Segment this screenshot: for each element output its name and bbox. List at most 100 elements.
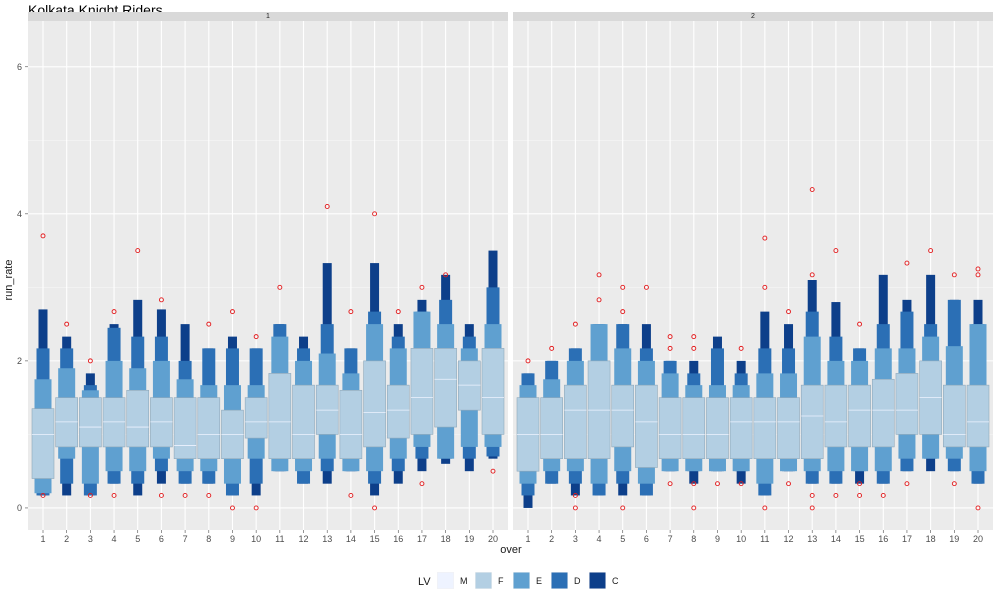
x-tick-label: 10 <box>251 534 261 544</box>
x-tick-label: 13 <box>807 534 817 544</box>
outlier-point <box>395 309 401 315</box>
lv-box-over-5 <box>611 284 635 511</box>
lv-box-over-13 <box>800 187 824 511</box>
outlier-point <box>324 204 330 209</box>
x-tick-label: 4 <box>597 534 602 544</box>
outlier-point <box>206 492 212 498</box>
lv-box-over-6 <box>150 297 173 498</box>
strip-bg <box>513 12 993 21</box>
outlier-point <box>975 266 981 272</box>
legend-item-F: F <box>475 572 504 589</box>
x-tick-label: 18 <box>441 534 451 544</box>
y-tick-label: 0 <box>17 503 22 513</box>
outlier-point <box>443 272 449 278</box>
outlier-point <box>975 272 981 278</box>
panel-1: 11 2 3 4 5 6 7 8 9 10 11 12 13 14 15 16 17 18 19 20 <box>28 12 508 544</box>
x-tick-label: 7 <box>183 534 188 544</box>
lv-box-F <box>79 397 102 448</box>
outlier-point <box>40 492 46 498</box>
outlier-point <box>253 334 259 340</box>
lv-box-over-3 <box>79 358 102 498</box>
x-tick-label: 17 <box>417 534 427 544</box>
outlier-point <box>182 492 188 498</box>
x-tick-label: 14 <box>346 534 356 544</box>
x-tick-label: 3 <box>573 534 578 544</box>
x-tick-label: 5 <box>135 534 140 544</box>
outlier-point <box>857 481 863 487</box>
strip-bg <box>28 12 508 21</box>
x-tick-label: 10 <box>736 534 746 544</box>
outlier-point <box>525 358 531 364</box>
x-tick-label: 19 <box>464 534 474 544</box>
lv-box-F <box>635 384 658 468</box>
lv-box-over-6 <box>635 284 658 496</box>
lv-box-over-16 <box>386 309 410 484</box>
y-tick-label: 4 <box>17 209 22 219</box>
outlier-point <box>572 505 578 511</box>
outlier-point <box>572 321 578 327</box>
outlier-point <box>372 211 378 217</box>
outlier-point <box>253 505 259 511</box>
lv-box-F <box>540 397 563 459</box>
x-tick-label: 18 <box>926 534 936 544</box>
lv-box-F <box>244 397 268 439</box>
outlier-point <box>277 284 283 290</box>
outlier-point <box>857 321 863 327</box>
x-tick-label: 17 <box>902 534 912 544</box>
x-tick-label: 1 <box>525 534 530 544</box>
outlier-point <box>667 481 673 487</box>
x-tick-label: 16 <box>393 534 403 544</box>
lv-box-over-11 <box>753 235 777 511</box>
y-axis-title: run_rate <box>3 260 15 301</box>
lv-box-over-2 <box>540 345 563 484</box>
outlier-point <box>620 505 626 511</box>
x-tick-label: 20 <box>488 534 498 544</box>
outlier-point <box>691 505 697 511</box>
outlier-point <box>135 248 141 254</box>
lv-box-over-18 <box>919 248 942 472</box>
outlier-point <box>206 321 212 327</box>
outlier-point <box>809 187 815 193</box>
lv-box-F <box>386 384 410 439</box>
outlier-point <box>833 492 839 498</box>
outlier-point <box>809 272 815 278</box>
outlier-point <box>833 248 839 254</box>
legend-label: M <box>460 576 468 586</box>
outlier-point <box>111 309 117 315</box>
lv-box-over-2 <box>55 321 78 496</box>
outlier-point <box>691 345 697 351</box>
x-tick-label: 14 <box>831 534 841 544</box>
lv-box-F <box>197 397 221 459</box>
outlier-point <box>87 358 93 364</box>
lv-box-F <box>268 373 292 459</box>
lv-box-F <box>611 384 635 448</box>
legend-item-C: C <box>589 572 619 589</box>
lv-box-over-4 <box>587 272 611 496</box>
x-tick-label: 2 <box>64 534 69 544</box>
lv-box-F <box>434 348 457 428</box>
lv-box-over-19 <box>458 324 481 472</box>
y-tick-label: 2 <box>17 356 22 366</box>
legend-swatch <box>475 572 492 589</box>
lv-box-over-4 <box>102 309 126 498</box>
x-tick-label: 4 <box>112 534 117 544</box>
outlier-point <box>230 309 235 315</box>
lv-box-F <box>871 378 895 448</box>
x-tick-label: 8 <box>206 534 211 544</box>
x-axis-title: over <box>500 544 522 556</box>
legend-label: D <box>574 576 581 586</box>
outlier-point <box>620 309 626 315</box>
legend-swatch <box>589 572 606 589</box>
legend-label: C <box>612 576 619 586</box>
x-tick-label: 7 <box>668 534 673 544</box>
lv-box-over-8 <box>197 321 221 498</box>
legend-title: LV <box>418 576 431 588</box>
lv-box-over-11 <box>268 284 292 472</box>
x-tick-label: 5 <box>620 534 625 544</box>
lv-box-F <box>126 389 150 448</box>
lv-box-F <box>729 397 753 459</box>
lv-box-F <box>564 384 587 459</box>
lv-box-F <box>481 348 505 435</box>
lv-box-F <box>410 348 434 435</box>
